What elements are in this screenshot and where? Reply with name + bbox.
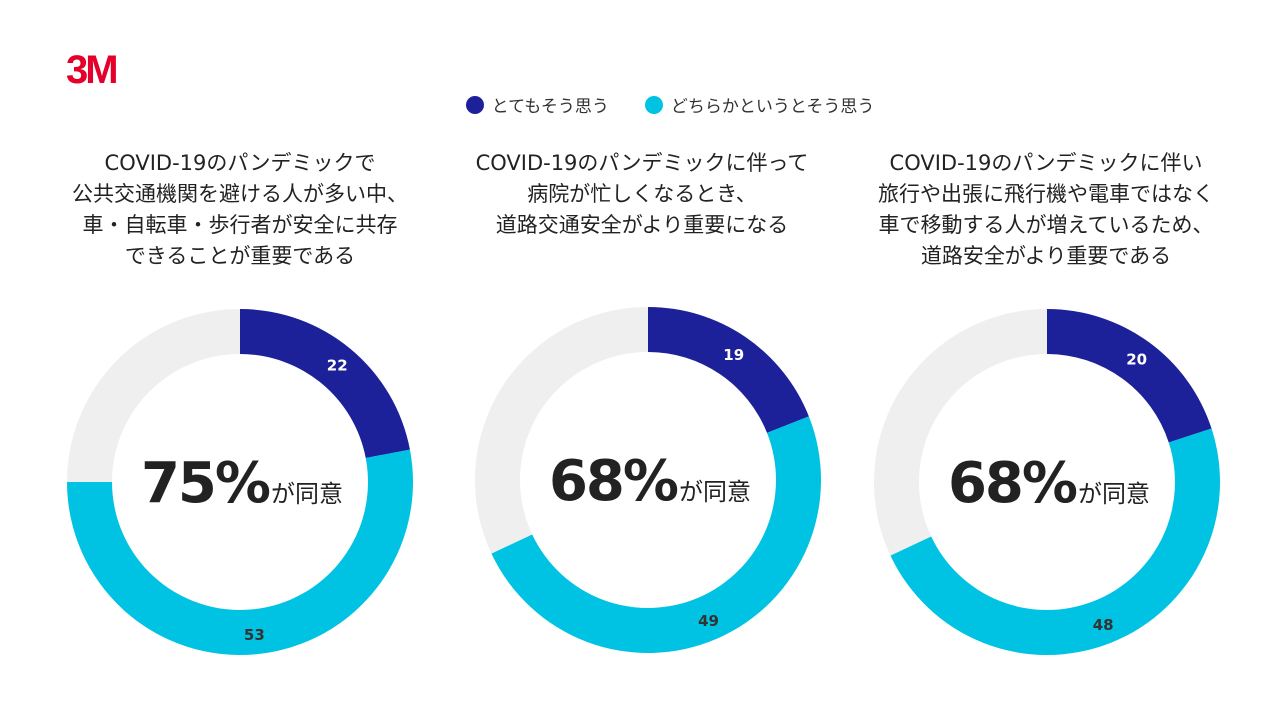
- data-label-somewhat-agree: 48: [1093, 616, 1114, 634]
- chart-title-line: COVID-19のパンデミックに伴って: [475, 151, 809, 175]
- chart-title-line: 病院が忙しくなるとき、: [527, 182, 757, 206]
- legend-item-strongly-agree: とてもそう思う: [465, 92, 609, 117]
- legend-item-somewhat-agree: どちらかというとそう思う: [644, 92, 875, 117]
- center-percentage: 68%: [948, 451, 1077, 516]
- legend-swatch-somewhat-agree: [644, 95, 663, 114]
- chart-title-line: COVID-19のパンデミックで: [104, 151, 376, 175]
- chart-title-line: 道路交通安全がより重要になる: [495, 213, 789, 237]
- center-suffix: が同意: [1078, 480, 1150, 508]
- donut-segment-somewhat-agree: [67, 449, 413, 655]
- donut-center-label: 68%が同意: [549, 449, 751, 514]
- center-percentage: 75%: [141, 451, 270, 516]
- data-label-somewhat-agree: 53: [244, 626, 265, 644]
- chart-title-line: 公共交通機関を避ける人が多い中、: [72, 182, 408, 206]
- center-percentage: 68%: [549, 449, 678, 514]
- legend-label-strongly-agree: とてもそう思う: [491, 97, 609, 117]
- data-label-strongly-agree: 19: [723, 346, 744, 364]
- chart-title-line: 道路安全がより重要である: [920, 244, 1172, 268]
- data-label-somewhat-agree: 49: [698, 612, 719, 630]
- legend-swatch-strongly-agree: [465, 95, 484, 114]
- donut-segment-strongly-agree: [1047, 309, 1212, 443]
- donut-segment-somewhat-agree: [890, 428, 1221, 656]
- chart-title-line: 旅行や出張に飛行機や電車ではなく: [878, 182, 1214, 206]
- donut-segment-strongly-agree: [240, 309, 410, 459]
- chart-title-2: COVID-19のパンデミックに伴って 病院が忙しくなるとき、 道路交通安全がよ…: [432, 148, 852, 241]
- chart-title-line: できることが重要である: [124, 244, 356, 268]
- chart-title-3: COVID-19のパンデミックに伴い 旅行や出張に飛行機や電車ではなく 車で移動…: [836, 148, 1256, 272]
- chart-title-line: 車で移動する人が増えているため、: [878, 213, 1214, 237]
- center-suffix: が同意: [271, 480, 343, 508]
- donut-segment-strongly-agree: [648, 307, 809, 433]
- legend-label-somewhat-agree: どちらかというとそう思う: [670, 97, 875, 117]
- donut-center-label: 68%が同意: [948, 451, 1150, 516]
- donut-center-label: 75%が同意: [141, 451, 343, 516]
- chart-title-line: 車・自転車・歩行者が安全に共存: [82, 213, 398, 237]
- chart-title-line: COVID-19のパンデミックに伴い: [889, 151, 1203, 175]
- data-label-strongly-agree: 22: [327, 356, 348, 374]
- center-suffix: が同意: [679, 478, 751, 506]
- data-label-strongly-agree: 20: [1126, 351, 1147, 369]
- brand-logo: 3M: [66, 48, 119, 92]
- chart-legend: とてもそう思う どちらかというとそう思う: [0, 92, 1280, 117]
- chart-title-1: COVID-19のパンデミックで 公共交通機関を避ける人が多い中、 車・自転車・…: [30, 148, 450, 272]
- donut-segment-somewhat-agree: [491, 416, 822, 654]
